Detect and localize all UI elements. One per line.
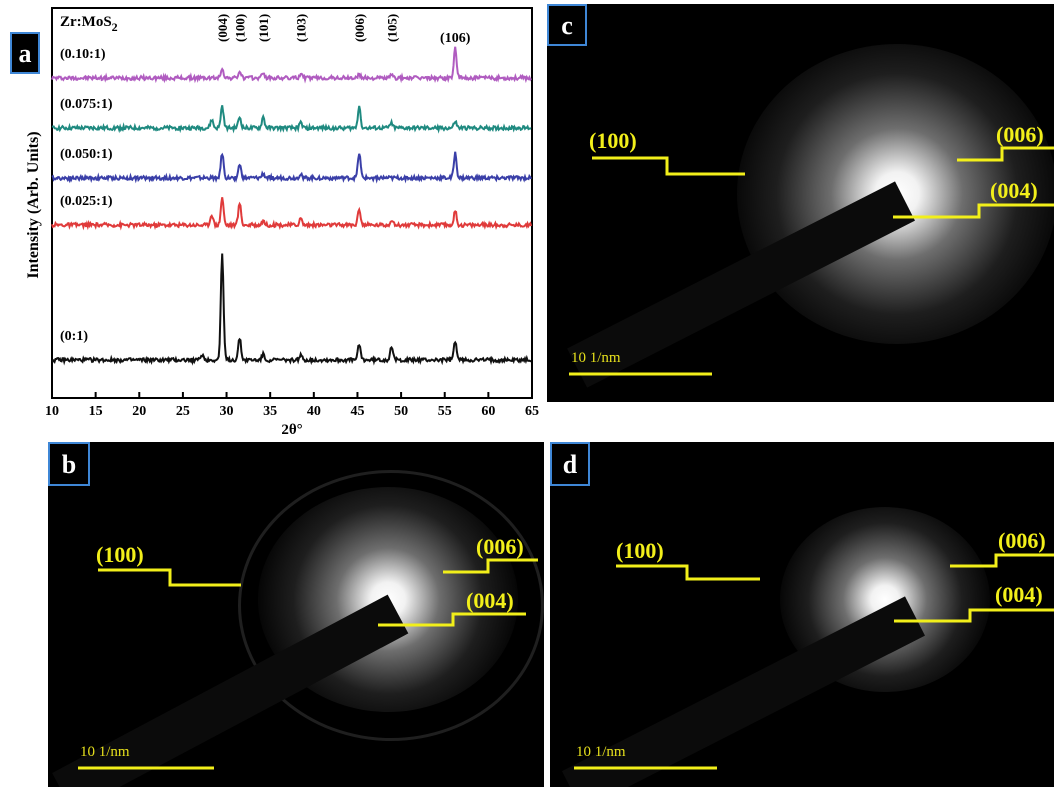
x-tick-label: 30 bbox=[220, 404, 234, 419]
xrd-series-line bbox=[51, 253, 532, 366]
label-006: (006) bbox=[996, 122, 1044, 147]
x-tick-label: 60 bbox=[481, 404, 495, 419]
x-tick-label: 45 bbox=[350, 404, 364, 419]
xrd-series-line bbox=[51, 197, 533, 231]
y-axis-label: Intensity (Arb. Units) bbox=[25, 131, 42, 278]
x-tick-label: 35 bbox=[263, 404, 277, 419]
peak-label: (101) bbox=[256, 14, 271, 42]
x-tick-label: 50 bbox=[394, 404, 408, 419]
xrd-series-line bbox=[51, 46, 532, 84]
series-label: (0.10:1) bbox=[60, 47, 106, 62]
saed-panel-d: (100) (006) (004) 10 1/nm d bbox=[550, 442, 1054, 787]
saed-panel-c: (100) (006) (004) 10 1/nm c bbox=[547, 4, 1054, 402]
index-lines-b bbox=[78, 558, 538, 770]
panel-label-c: c bbox=[547, 4, 587, 46]
series-label: (0:1) bbox=[60, 329, 88, 344]
x-axis-label: 2θ° bbox=[281, 422, 302, 438]
x-tick-label: 65 bbox=[525, 404, 539, 419]
x-tick-label: 20 bbox=[132, 404, 146, 419]
xrd-series-line bbox=[51, 151, 532, 184]
index-lines-c bbox=[569, 146, 1054, 376]
label-100: (100) bbox=[589, 128, 637, 153]
index-lines-d bbox=[574, 553, 1054, 770]
scale-bar-label: 10 1/nm bbox=[571, 350, 621, 366]
label-004: (004) bbox=[990, 178, 1038, 203]
peak-label: (100) bbox=[233, 14, 248, 42]
x-tick-label: 40 bbox=[307, 404, 321, 419]
diffraction-ring bbox=[238, 470, 544, 741]
scale-bar-label: 10 1/nm bbox=[80, 744, 130, 760]
peak-label: (006) bbox=[352, 14, 367, 42]
xrd-panel: a Zr:MoS2 Intensity (Arb. Units) 2θ° 10 15 2… bbox=[0, 0, 545, 440]
xrd-chart: Zr:MoS2 Intensity (Arb. Units) 2θ° 10 15 20 2… bbox=[25, 7, 539, 438]
xrd-series-line bbox=[51, 105, 532, 134]
label-004: (004) bbox=[995, 582, 1043, 607]
peak-label: (004) bbox=[215, 14, 230, 42]
peak-label: (105) bbox=[384, 14, 399, 42]
series-label: (0.050:1) bbox=[60, 147, 113, 162]
series-label: (0.075:1) bbox=[60, 97, 113, 112]
label-004: (004) bbox=[466, 588, 514, 613]
panel-label-b: b bbox=[48, 442, 90, 486]
x-tick-label: 25 bbox=[176, 404, 190, 419]
panel-label-a: a bbox=[10, 32, 40, 74]
saed-panel-b: (100) (006) (004) 10 1/nm b bbox=[48, 442, 544, 787]
label-100: (100) bbox=[616, 538, 664, 563]
peak-label: (106) bbox=[440, 31, 471, 46]
series-label: (0.025:1) bbox=[60, 194, 113, 209]
x-tick-label: 55 bbox=[438, 404, 452, 419]
label-006: (006) bbox=[998, 528, 1046, 553]
scale-bar-label: 10 1/nm bbox=[576, 744, 626, 760]
x-tick-label: 10 bbox=[45, 404, 59, 419]
peak-label: (103) bbox=[294, 14, 309, 42]
chart-title: Zr:MoS2 bbox=[60, 14, 118, 34]
x-tick-label: 15 bbox=[89, 404, 103, 419]
label-006: (006) bbox=[476, 534, 524, 559]
plot-frame bbox=[51, 7, 533, 399]
panel-label-d: d bbox=[550, 442, 590, 486]
label-100: (100) bbox=[96, 542, 144, 567]
